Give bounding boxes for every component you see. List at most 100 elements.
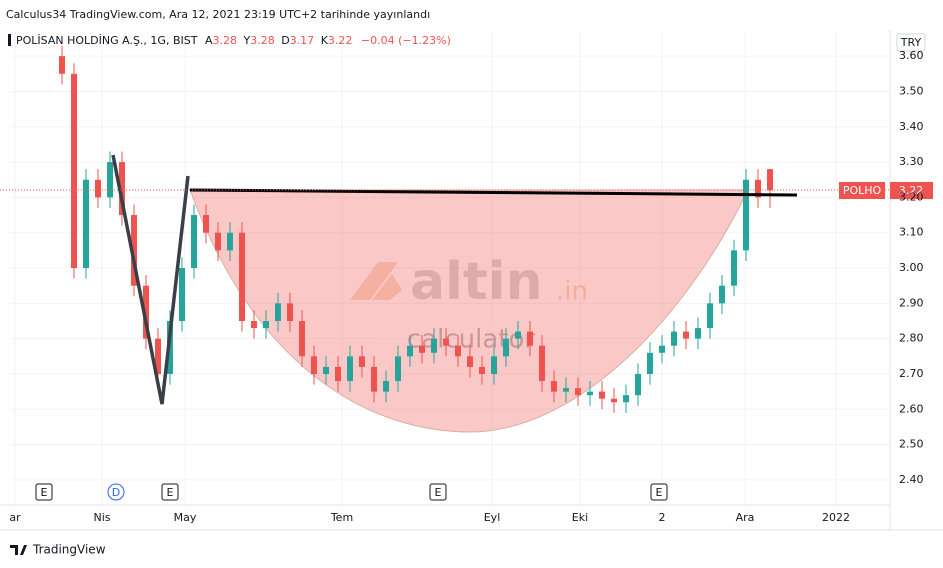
x-tick-label: Ara (736, 511, 755, 524)
watermark-text: altin (410, 252, 543, 312)
candle-body (539, 345, 545, 382)
ohlc-label: D (281, 34, 289, 47)
candle-body (311, 356, 317, 374)
x-tick-label: May (174, 511, 197, 524)
candle-body (143, 285, 149, 339)
watermark-logo (350, 262, 402, 300)
candles (59, 45, 773, 413)
candle-body (755, 179, 761, 198)
candle-body (323, 366, 329, 374)
y-tick-label: 2.70 (899, 367, 924, 380)
candle-body (731, 250, 737, 286)
candle-body (527, 331, 533, 346)
candle-body (659, 345, 665, 353)
candle-body (719, 285, 725, 304)
candle-body (479, 366, 485, 374)
watermark-text: calculator (407, 325, 535, 355)
candle-body (179, 268, 185, 322)
candle-body (467, 356, 473, 367)
candle-body (251, 321, 257, 329)
watermark-text: .in (556, 277, 588, 307)
candle-body (131, 215, 137, 286)
symbol-header: POLİSAN HOLDİNG A.Ş., 1G, BIST A3.28 Y3.… (16, 34, 451, 47)
candle-body (587, 391, 593, 396)
candle-body (695, 328, 701, 339)
x-tick-label: Eyl (484, 511, 501, 524)
candle-body (383, 381, 389, 392)
last-price: 3.22 (899, 184, 924, 197)
ticker-tag (839, 182, 885, 199)
candle-body (395, 356, 401, 382)
candle-body (443, 338, 449, 346)
ohlc-label: A (205, 34, 213, 47)
event-marker (161, 483, 179, 501)
candle-body (299, 321, 305, 357)
y-tick-label: 2.40 (899, 473, 924, 486)
x-tick-label: 2 (659, 511, 666, 524)
ohlc-label: K (321, 34, 329, 47)
x-tick-label: 2022 (822, 511, 850, 524)
candle-body (503, 338, 509, 357)
candle-body (347, 356, 353, 382)
candle-body (155, 338, 161, 374)
ohlc-value: 3.28 (212, 34, 237, 47)
y-tick-label: 3.20 (899, 190, 924, 203)
candle-body (371, 366, 377, 392)
y-tick-label: 3.00 (899, 261, 924, 274)
event-label: E (167, 486, 174, 499)
candle-body (107, 162, 113, 198)
candle-body (491, 356, 497, 374)
y-tick-label: 2.80 (899, 332, 924, 345)
candle-body (95, 179, 101, 198)
y-tick-label: 2.50 (899, 438, 924, 451)
tv-logo (10, 545, 27, 555)
candle-body (743, 179, 749, 251)
price-tag (890, 182, 933, 199)
cup-pattern (189, 189, 749, 433)
candle-body (767, 169, 773, 191)
candle-body (119, 162, 125, 216)
candle-body (431, 338, 437, 353)
candle-body (551, 381, 557, 392)
candle-body (671, 331, 677, 346)
candle-body (707, 303, 713, 329)
candle-body (623, 395, 629, 403)
candle-body (71, 73, 77, 269)
candle-body (611, 398, 617, 403)
candle-body (263, 321, 269, 329)
candle-body (359, 356, 365, 367)
event-label: D (112, 486, 120, 499)
trend-line (111, 154, 190, 405)
candle-body (287, 303, 293, 322)
event-marker (35, 483, 53, 501)
candle-body (335, 366, 341, 382)
change: −0.04 (−1.23%) (361, 34, 451, 47)
candle-body (59, 56, 65, 74)
candle-body (599, 391, 605, 399)
currency-button[interactable] (896, 33, 926, 52)
ohlc-value: 3.22 (328, 34, 353, 47)
x-tick-label: Tem (330, 511, 353, 524)
event-label: E (41, 486, 48, 499)
x-tick-label: Eki (572, 511, 588, 524)
ohlc-value: 3.17 (290, 34, 315, 47)
candle-body (191, 215, 197, 269)
candle-body (683, 331, 689, 339)
watermark: altin .in calculator (350, 252, 588, 356)
candle-body (419, 345, 425, 353)
candle-body (227, 232, 233, 251)
candle-body (515, 331, 521, 339)
y-tick-label: 3.60 (899, 49, 924, 62)
currency[interactable]: TRY (900, 36, 922, 49)
axes: 3.60 3.50 3.40 3.30 3.20 3.10 3.00 2.90 2.80 2.70… (9, 49, 923, 524)
y-tick-label: 3.40 (899, 120, 924, 133)
candle-body (455, 345, 461, 357)
published-note: Calculus34 TradingView.com, Ara 12, 2021… (6, 8, 430, 21)
candle-body (83, 179, 89, 269)
candle-body (563, 388, 569, 392)
x-tick-label: Nis (93, 511, 110, 524)
event-marker (429, 483, 447, 501)
